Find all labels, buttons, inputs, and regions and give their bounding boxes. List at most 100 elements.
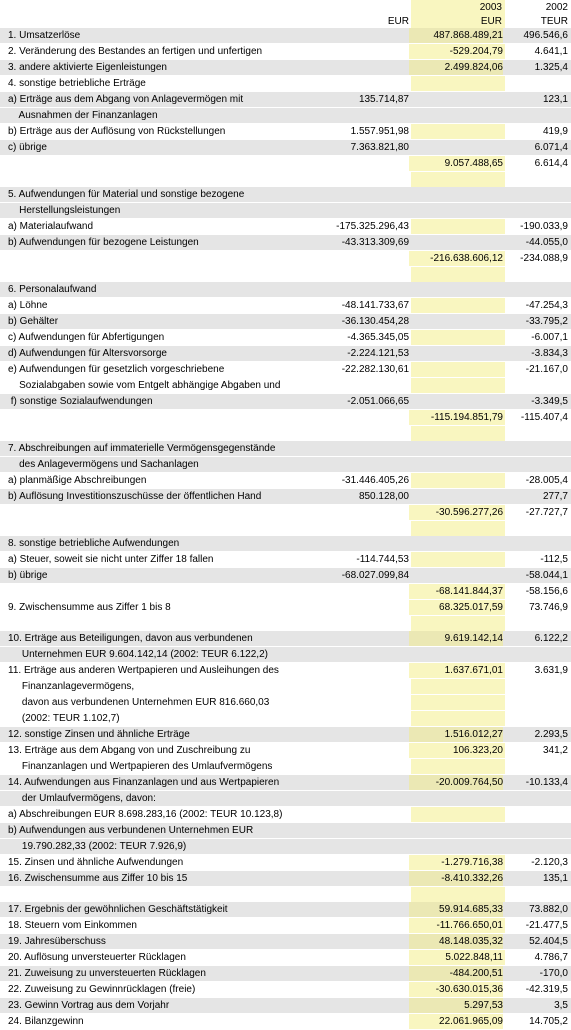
value-2002: -28.005,4 xyxy=(525,475,568,486)
table-row: a) Abschreibungen EUR 8.698.283,16 (2002… xyxy=(0,807,571,823)
row-label: 14. Aufwendungen aus Finanzanlagen und a… xyxy=(8,777,280,788)
row-label: Herstellungsleistungen xyxy=(8,205,121,216)
row-label: 6. Personalaufwand xyxy=(8,284,97,295)
value-2003: -1.279.716,38 xyxy=(409,855,503,870)
table-row: b) Gehälter -36.130.454,28 -33.795,2 xyxy=(0,314,571,330)
row-label: 22. Zuweisung zu Gewinnrücklagen (freie) xyxy=(8,984,196,995)
row-label: 18. Steuern vom Einkommen xyxy=(8,920,137,931)
table-row: Unternehmen EUR 9.604.142,14 (2002: TEUR… xyxy=(0,647,571,663)
table-row: b) Auflösung Investitionszuschüsse der ö… xyxy=(0,489,571,505)
row-label: 5. Aufwendungen für Material und sonstig… xyxy=(8,189,245,200)
table-row: b) übrige -68.027.099,84 -58.044,1 xyxy=(0,568,571,584)
value-2003: -30.630.015,36 xyxy=(409,982,503,997)
value-2002: -3.349,5 xyxy=(531,396,568,407)
table-row: c) übrige 7.363.821,80 6.071,4 xyxy=(0,140,571,156)
subtotal-value: -68.027.099,84 xyxy=(341,570,409,581)
value-2003: 1.516.012,27 xyxy=(409,727,503,742)
value-2002: 73.746,9 xyxy=(529,602,568,613)
value-2002: 6.071,4 xyxy=(534,142,568,153)
subtotal-value: -2.224.121,53 xyxy=(347,348,409,359)
table-row: davon aus verbundenen Unternehmen EUR 81… xyxy=(0,695,571,711)
value-2002: -3.834,3 xyxy=(531,348,568,359)
subtotal-value: -2.051.066,65 xyxy=(347,396,409,407)
value-2002: 3,5 xyxy=(554,1000,568,1011)
value-2002: -234.088,9 xyxy=(520,253,568,264)
value-2003: -216.638.606,12 xyxy=(409,251,503,266)
row-label: b) Aufwendungen für bezogene Leistungen xyxy=(8,237,199,248)
table-row: 14. Aufwendungen aus Finanzanlagen und a… xyxy=(0,775,571,791)
unit-2002-label: TEUR xyxy=(540,16,568,27)
table-row: 6. Personalaufwand xyxy=(0,282,571,298)
table-row: 9. Zwischensumme aus Ziffer 1 bis 8 68.32… xyxy=(0,600,571,616)
value-2002: -44.055,0 xyxy=(525,237,568,248)
table-row: a) Erträge aus dem Abgang von Anlageverm… xyxy=(0,92,571,108)
value-2002: 135,1 xyxy=(542,873,568,884)
table-row: 9.057.488,65 6.614,4 xyxy=(0,156,571,172)
row-label: b) Aufwendungen aus verbundenen Unterneh… xyxy=(8,825,254,836)
table-row: 24. Bilanzgewinn 22.061.965,09 14.705,2 xyxy=(0,1014,571,1030)
row-label: a) Erträge aus dem Abgang von Anlageverm… xyxy=(8,94,244,105)
table-row: -115.194.851,79 -115.407,4 xyxy=(0,410,571,426)
row-label: 10. Erträge aus Beteiligungen, davon aus… xyxy=(8,633,253,644)
table-row: (2002: TEUR 1.102,7) xyxy=(0,711,571,727)
row-label: 2. Veränderung des Bestandes an fertigen… xyxy=(8,46,263,57)
row-label: f) sonstige Sozialaufwendungen xyxy=(8,396,153,407)
row-label: b) Gehälter xyxy=(8,316,59,327)
value-2003: 22.061.965,09 xyxy=(409,1014,503,1029)
unit-2003-label: EUR xyxy=(480,16,502,27)
value-2002: 2.293,5 xyxy=(534,729,568,740)
table-row: 23. Gewinn Vortrag aus dem Vorjahr 5.297,… xyxy=(0,998,571,1014)
subtotal-value: -175.325.296,43 xyxy=(336,221,409,232)
value-2002: -27.727,7 xyxy=(525,507,568,518)
value-2002: 341,2 xyxy=(542,745,568,756)
value-2002: 4.641,1 xyxy=(534,46,568,57)
row-label: 19. Jahresüberschuss xyxy=(8,936,106,947)
subtotal-value: 850.128,00 xyxy=(358,491,409,502)
value-2002: 4.786,7 xyxy=(534,952,568,963)
table-row: -216.638.606,12 -234.088,9 xyxy=(0,251,571,267)
table-row: 8. sonstige betriebliche Aufwendungen xyxy=(0,536,571,552)
row-label: Sozialabgaben sowie vom Entgelt abhängig… xyxy=(8,380,281,391)
table-row: des Anlagevermögens und Sachanlagen xyxy=(0,457,571,473)
value-2003: -20.009.764,50 xyxy=(409,775,503,790)
table-row: 4. sonstige betriebliche Erträge xyxy=(0,76,571,92)
row-label: b) Erträge aus der Auflösung von Rückste… xyxy=(8,126,226,137)
value-2002: -42.319,5 xyxy=(525,984,568,995)
row-label: 13. Erträge aus dem Abgang von und Zusch… xyxy=(8,745,251,756)
table-row: 7. Abschreibungen auf immaterielle Vermö… xyxy=(0,441,571,457)
subtotal-unit-label: EUR xyxy=(387,16,409,27)
value-2002: 52.404,5 xyxy=(529,936,568,947)
table-row: 17. Ergebnis der gewöhnlichen Geschäftst… xyxy=(0,902,571,918)
table-row: d) Aufwendungen für Altersvorsorge -2.224… xyxy=(0,346,571,362)
value-2003: -115.194.851,79 xyxy=(409,410,503,425)
value-2002: 14.705,2 xyxy=(529,1016,568,1027)
table-row: 16. Zwischensumme aus Ziffer 10 bis 15 -8… xyxy=(0,871,571,887)
value-2002: -58.044,1 xyxy=(525,570,568,581)
row-label: Finanzanlagen und Wertpapieren des Umlau… xyxy=(8,761,273,772)
value-2002: 123,1 xyxy=(542,94,568,105)
row-label: 17. Ergebnis der gewöhnlichen Geschäftst… xyxy=(8,904,228,915)
row-label: 9. Zwischensumme aus Ziffer 1 bis 8 xyxy=(8,602,171,613)
subtotal-value: -48.141.733,67 xyxy=(341,300,409,311)
row-label: a) Materialaufwand xyxy=(8,221,94,232)
table-row: a) Löhne -48.141.733,67 -47.254,3 xyxy=(0,298,571,314)
row-label: 4. sonstige betriebliche Erträge xyxy=(8,78,146,89)
row-label: a) planmäßige Abschreibungen xyxy=(8,475,147,486)
table-row: 15. Zinsen und ähnliche Aufwendungen -1.2… xyxy=(0,855,571,871)
row-label: 7. Abschreibungen auf immaterielle Vermö… xyxy=(8,443,276,454)
table-row: 2. Veränderung des Bestandes an fertigen… xyxy=(0,44,571,60)
table-row: 11. Erträge aus anderen Wertpapieren und… xyxy=(0,663,571,679)
table-row: 5. Aufwendungen für Material und sonstig… xyxy=(0,187,571,203)
row-label: davon aus verbundenen Unternehmen EUR 81… xyxy=(8,697,270,708)
table-row: 1. Umsatzerlöse 487.868.489,21 496.546,6 xyxy=(0,28,571,44)
table-row: 13. Erträge aus dem Abgang von und Zusch… xyxy=(0,743,571,759)
value-2002: 419,9 xyxy=(542,126,568,137)
value-2002: -33.795,2 xyxy=(525,316,568,327)
row-label: Ausnahmen der Finanzanlagen xyxy=(8,110,158,121)
value-2003: 9.057.488,65 xyxy=(409,156,503,171)
value-2002: 277,7 xyxy=(542,491,568,502)
row-label: b) Auflösung Investitionszuschüsse der ö… xyxy=(8,491,262,502)
row-label: 1. Umsatzerlöse xyxy=(8,30,81,41)
table-row: b) Aufwendungen für bezogene Leistungen -… xyxy=(0,235,571,251)
table-row: 18. Steuern vom Einkommen -11.766.650,01 -… xyxy=(0,918,571,934)
